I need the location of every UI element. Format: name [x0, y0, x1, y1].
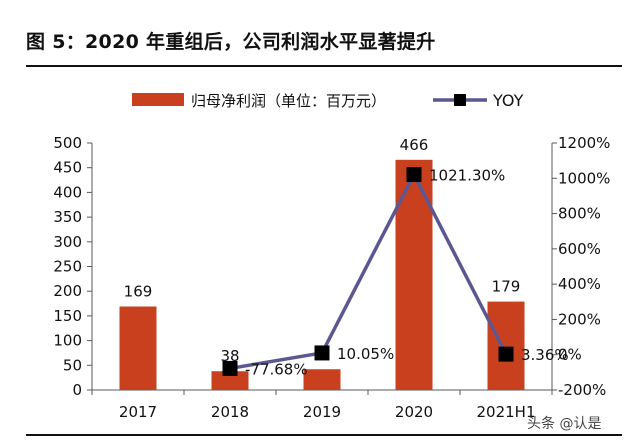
legend-line-marker — [454, 94, 466, 106]
y-right-tick-label: 600% — [558, 240, 601, 258]
x-tick-label: 2021H1 — [477, 403, 536, 421]
legend-line-label: YOY — [492, 91, 524, 110]
yoy-data-label: -77.68% — [245, 360, 308, 378]
y-right-tick-label: 200% — [558, 310, 601, 328]
yoy-marker — [406, 167, 422, 183]
yoy-marker — [498, 346, 514, 362]
y-left-tick-label: 100 — [53, 332, 82, 350]
yoy-marker — [222, 360, 238, 376]
yoy-marker — [314, 345, 330, 361]
legend-bar-swatch — [132, 93, 184, 106]
y-right-tick-label: 0% — [558, 346, 582, 364]
bar-data-label: 169 — [124, 283, 153, 301]
bar — [395, 159, 433, 390]
yoy-data-label: 3.36% — [521, 346, 569, 364]
top-rule — [26, 65, 622, 67]
bar-data-label: 38 — [220, 347, 239, 365]
bottom-rule — [26, 434, 622, 436]
y-right-tick-label: 1200% — [558, 134, 610, 152]
x-tick-label: 2020 — [395, 403, 433, 421]
y-left-tick-label: 0 — [72, 381, 82, 399]
x-tick-label: 2018 — [211, 403, 249, 421]
y-left-tick-label: 450 — [53, 159, 82, 177]
bar-data-label: 179 — [492, 278, 521, 296]
x-tick-label: 2019 — [303, 403, 341, 421]
figure-title: 图 5：2020 年重组后，公司利润水平显著提升 — [26, 31, 436, 53]
y-left-tick-label: 250 — [53, 258, 82, 276]
y-left-tick-label: 200 — [53, 282, 82, 300]
y-left-tick-label: 350 — [53, 208, 82, 226]
bar — [487, 301, 525, 390]
x-tick-label: 2017 — [119, 403, 157, 421]
y-left-tick-label: 300 — [53, 233, 82, 251]
yoy-data-label: 1021.30% — [429, 167, 505, 185]
watermark-text: 头条 @认是 — [527, 416, 602, 432]
bar-data-label: 466 — [400, 136, 429, 154]
bar — [211, 371, 249, 390]
y-left-tick-label: 150 — [53, 307, 82, 325]
y-left-tick-label: 500 — [53, 134, 82, 152]
y-left-tick-label: 400 — [53, 183, 82, 201]
y-right-tick-label: 400% — [558, 275, 601, 293]
yoy-data-label: 10.05% — [337, 345, 394, 363]
y-right-tick-label: 1000% — [558, 169, 610, 187]
legend-bar-label: 归母净利润（单位：百万元） — [191, 92, 386, 110]
bar — [119, 306, 157, 390]
bar — [303, 369, 341, 390]
y-right-tick-label: 800% — [558, 205, 601, 223]
y-right-tick-label: -200% — [558, 381, 606, 399]
yoy-line — [229, 172, 508, 371]
y-left-tick-label: 50 — [63, 356, 82, 374]
